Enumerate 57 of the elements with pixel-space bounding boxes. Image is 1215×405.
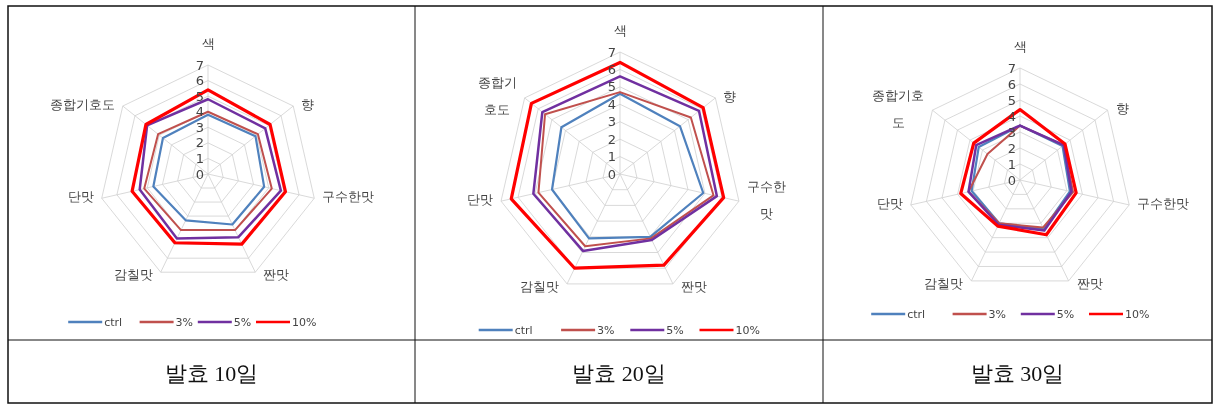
spoke-label: 단맛	[67, 188, 94, 204]
text: 발효 20일	[572, 361, 666, 386]
y-tick-label: 0	[195, 166, 204, 182]
spoke-label: 색	[613, 22, 627, 38]
legend-label: 10%	[292, 315, 317, 329]
y-tick-label: 1	[607, 149, 616, 165]
spoke-label: 단맛	[467, 191, 494, 207]
y-tick-label: 6	[195, 73, 204, 89]
legend-label: 3%	[988, 307, 1007, 321]
text: 발효 10일	[164, 361, 259, 386]
y-tick-label: 3	[607, 114, 616, 130]
spoke-label: 종합기호도	[872, 87, 925, 130]
y-tick-label: 1	[195, 150, 204, 166]
y-tick-label: 2	[195, 135, 204, 151]
spoke-label: 짠맛	[680, 278, 707, 294]
spoke-label: 색	[1013, 38, 1027, 54]
y-tick-label: 3	[1007, 124, 1016, 140]
spoke-label: 감칠맛	[924, 275, 964, 291]
spoke-label: 종합기호도	[49, 96, 115, 112]
legend-label: 5%	[666, 323, 684, 337]
spoke-label: 단맛	[876, 195, 903, 211]
spoke-label: 구수한맛	[1137, 195, 1190, 211]
y-tick-label: 5	[607, 79, 616, 95]
y-tick-label: 0	[607, 166, 616, 182]
legend-label: 10%	[735, 323, 760, 337]
y-tick-label: 4	[607, 96, 616, 112]
y-tick-label: 6	[1007, 76, 1016, 92]
y-tick-label: 7	[607, 44, 616, 60]
spoke-label: 종합기호도	[477, 74, 517, 117]
text: 발효 30일	[970, 361, 1065, 386]
legend-label: 3%	[175, 315, 194, 329]
y-tick-label: 7	[1007, 60, 1016, 76]
y-tick-label: 5	[1007, 92, 1016, 108]
spoke-label: 향	[723, 88, 737, 104]
spoke-label: 구수한맛	[746, 178, 786, 221]
spoke-label: 감칠맛	[113, 266, 153, 282]
spoke-label: 향	[1115, 100, 1129, 116]
spoke-label: 구수한맛	[322, 188, 375, 204]
legend-label: 5%	[233, 315, 252, 329]
legend-label: 10%	[1125, 307, 1150, 321]
spoke-label: 향	[301, 96, 315, 112]
y-tick-label: 2	[607, 131, 616, 147]
y-tick-label: 7	[195, 57, 204, 73]
y-tick-label: 3	[195, 119, 204, 135]
spoke-label: 짠맛	[263, 266, 290, 282]
spoke-label: 감칠맛	[520, 278, 560, 294]
y-tick-label: 0	[1007, 172, 1016, 188]
y-tick-label: 4	[1007, 108, 1016, 124]
y-tick-label: 1	[1007, 156, 1016, 172]
legend-label: 5%	[1056, 307, 1075, 321]
spoke-label: 색	[201, 35, 215, 51]
legend-label: ctrl	[514, 323, 533, 337]
legend-label: ctrl	[104, 315, 123, 329]
legend-label: 3%	[597, 323, 615, 337]
y-tick-label: 2	[1007, 140, 1016, 156]
legend-label: ctrl	[907, 307, 926, 321]
spoke-label: 짠맛	[1076, 275, 1103, 291]
